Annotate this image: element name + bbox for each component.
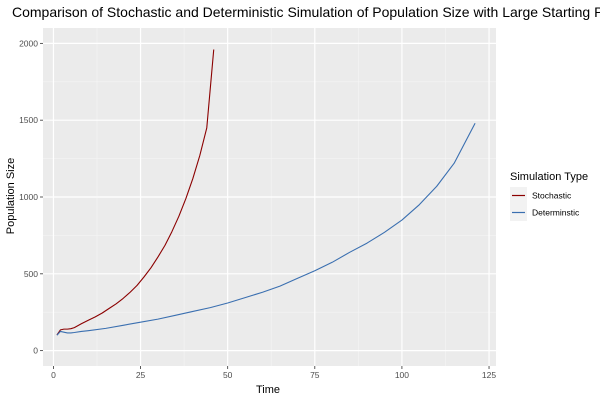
- x-tick-label: 0: [51, 370, 56, 380]
- legend: Simulation Type Stochastic Determinstic: [510, 171, 588, 221]
- y-tick-label: 500: [24, 269, 38, 279]
- series-line-stochastic: [56, 49, 215, 336]
- y-tick-label: 0: [33, 346, 38, 356]
- y-tick-label: 2000: [19, 38, 38, 48]
- chart-title: Comparison of Stochastic and Determinist…: [12, 4, 600, 20]
- x-axis-ticks: 0 25 50 75 100 125: [51, 366, 496, 380]
- x-axis-title: Time: [256, 384, 280, 396]
- x-tick-label: 75: [310, 370, 320, 380]
- grid-lines: [43, 28, 496, 366]
- legend-title: Simulation Type: [510, 171, 588, 183]
- legend-label-determinstic: Determinstic: [532, 208, 580, 218]
- x-tick-label: 50: [223, 370, 233, 380]
- y-tick-label: 1000: [19, 192, 38, 202]
- y-axis-ticks: 0 500 1000 1500 2000: [19, 38, 43, 356]
- y-tick-label: 1500: [19, 115, 38, 125]
- y-axis-title: Population Size: [5, 158, 17, 234]
- x-tick-label: 100: [395, 370, 409, 380]
- series-line-determinstic: [56, 122, 476, 336]
- legend-label-stochastic: Stochastic: [532, 191, 572, 201]
- x-tick-label: 125: [482, 370, 496, 380]
- series-lines: [56, 49, 476, 336]
- x-tick-label: 25: [136, 370, 146, 380]
